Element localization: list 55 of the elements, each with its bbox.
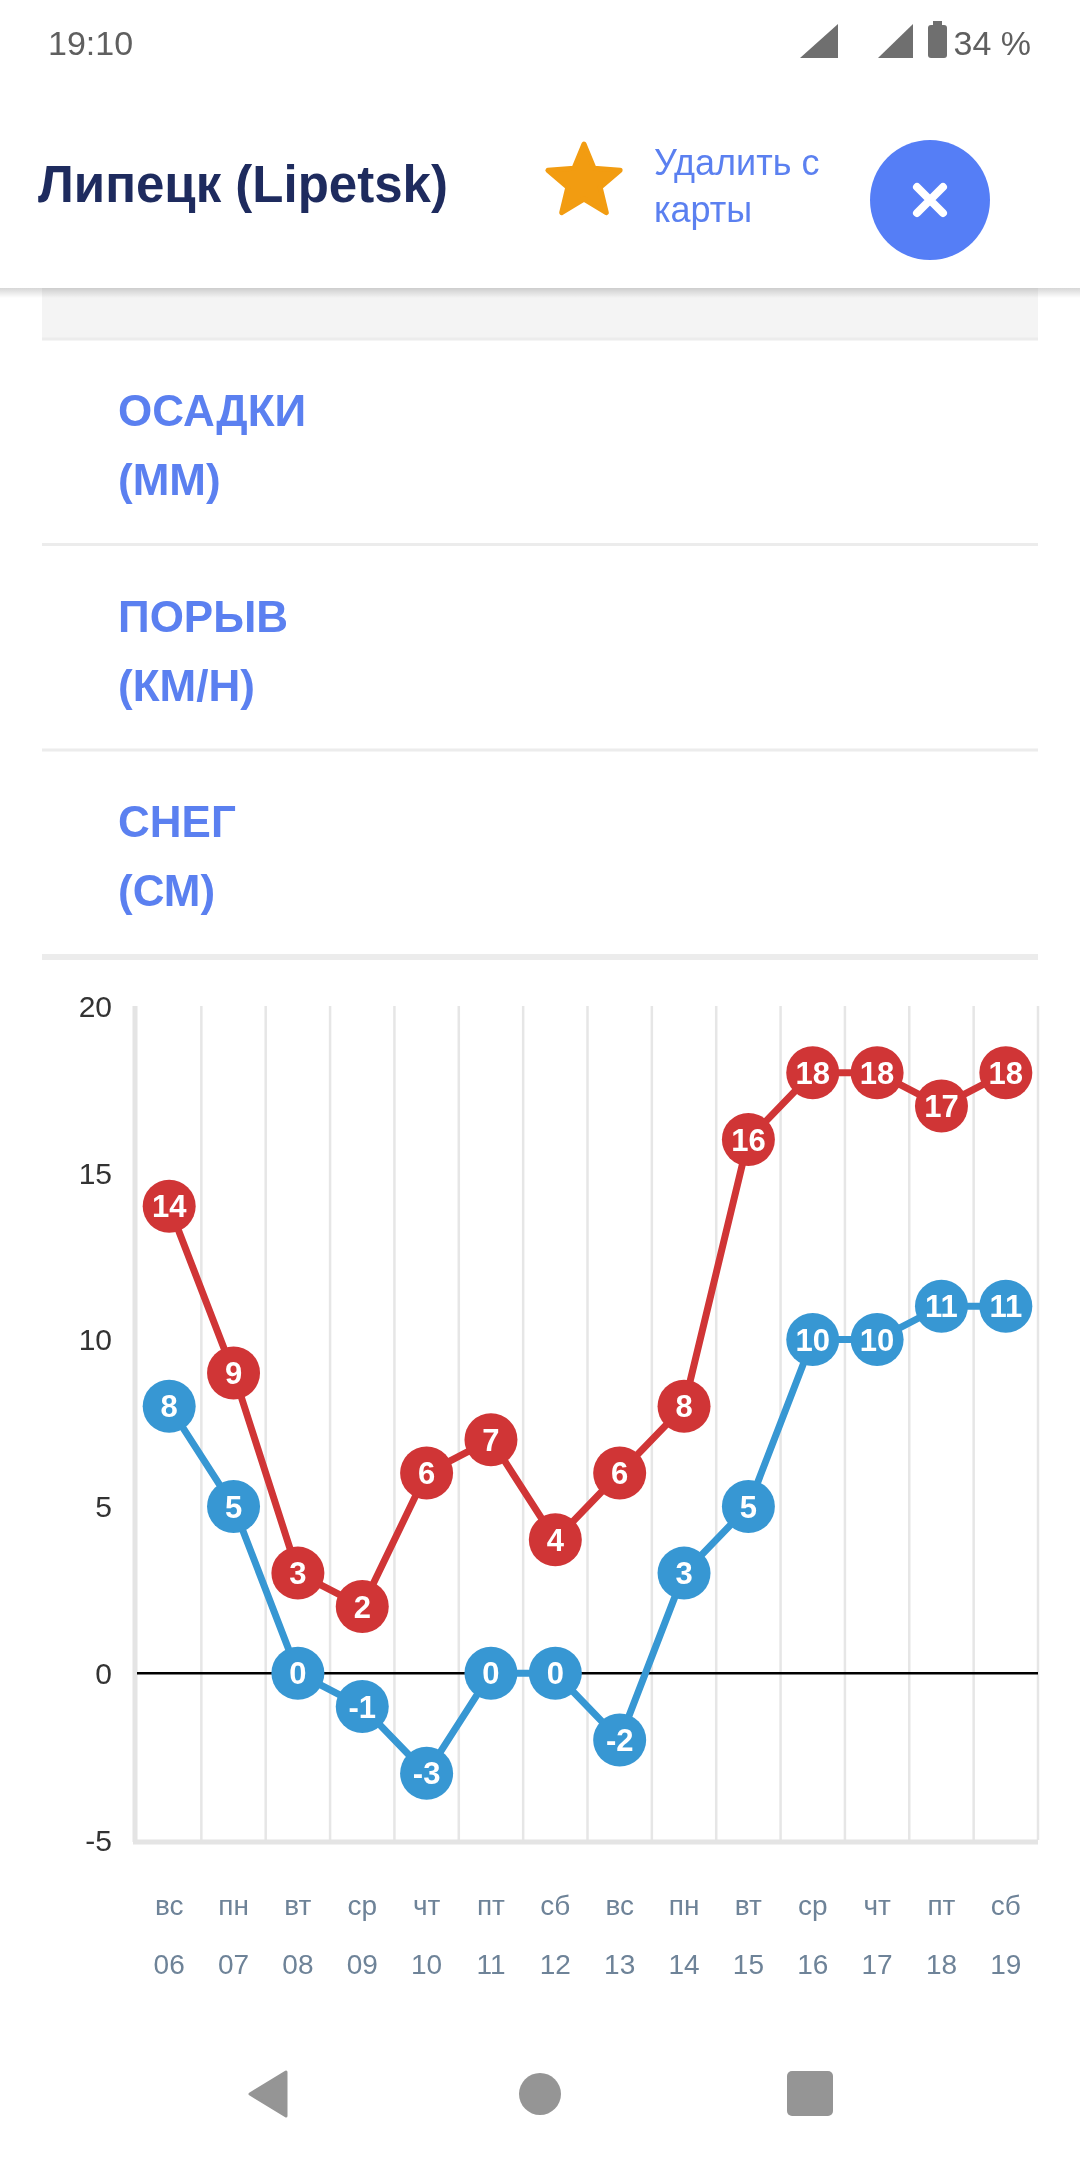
data-label: 7 [482,1422,500,1458]
data-label: 18 [988,1055,1024,1091]
x-tick-label: пт 11 [476,1890,506,1981]
x-tick-label: ср 09 [346,1890,378,1981]
text: ОСАДКИ (ММ) [118,386,307,504]
data-label: 10 [795,1322,830,1358]
data-label: 14 [151,1189,188,1225]
data-label: 11 [989,1289,1023,1325]
x-tick-label: вс 13 [604,1890,636,1981]
data-label: -1 [348,1689,377,1725]
x-tick-label: вт 15 [732,1890,764,1981]
text: 34 % [953,24,1031,62]
data-label: 5 [224,1489,243,1525]
data-label: 11 [925,1289,958,1325]
x-tick-label: пн 07 [217,1890,250,1981]
x-tick-label: сб 12 [539,1890,571,1981]
text: Удалить с карты [654,142,820,230]
y-tick-label: 0 [95,1657,112,1690]
data-label: 2 [353,1589,371,1625]
x-tick-label: вс 06 [153,1890,185,1981]
data-label: -2 [605,1723,634,1759]
x-tick-label: чт 17 [861,1890,893,1981]
x-tick-label: вт 08 [282,1890,314,1981]
text: 19:10 [48,24,134,62]
data-label: 5 [739,1489,758,1525]
data-label: 0 [482,1656,500,1692]
data-label: 8 [675,1389,693,1425]
y-tick-label: 10 [78,1323,112,1357]
data-label: 4 [546,1522,565,1558]
y-tick-label: -5 [85,1823,112,1857]
y-tick-label: 20 [78,989,112,1023]
data-label: 16 [731,1122,766,1158]
data-label: 0 [546,1656,564,1692]
data-label: 18 [859,1055,895,1091]
chart-title: Липецк (Lipetsk) [38,156,448,213]
data-label: 8 [160,1389,178,1425]
data-label: 9 [224,1356,243,1392]
data-label: 0 [289,1656,307,1692]
x-tick-label: пт 18 [925,1890,958,1981]
data-label: -3 [412,1756,441,1792]
x-tick-label: сб 19 [990,1890,1022,1981]
x-tick-label: пн 14 [668,1890,700,1981]
data-label: 10 [859,1322,895,1358]
y-tick-label: 15 [78,1156,112,1190]
text: ПОРЫВ (КМ/Н) [118,591,289,710]
text: СНЕГ (СМ) [118,797,236,915]
data-label: 3 [289,1556,307,1592]
x-tick-label: ср 16 [797,1890,829,1981]
y-tick-label: 5 [95,1490,112,1524]
data-label: 17 [924,1089,959,1125]
data-label: 3 [675,1556,693,1592]
x-tick-label: чт 10 [411,1890,443,1981]
data-label: 6 [611,1456,629,1492]
data-label: 6 [417,1456,436,1492]
data-label: 18 [795,1055,830,1091]
